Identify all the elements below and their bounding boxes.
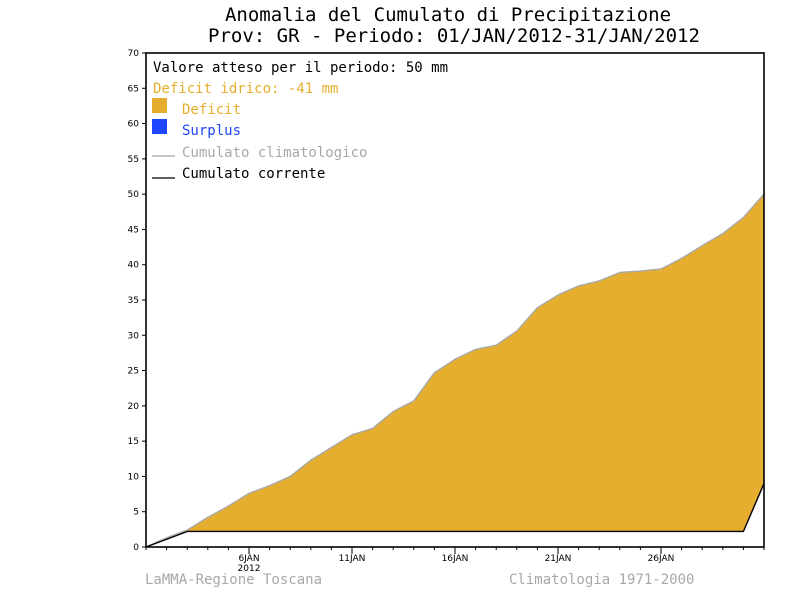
y-tick-label: 5 xyxy=(133,508,139,518)
y-tick-label: 65 xyxy=(128,84,139,94)
y-tick-label: 30 xyxy=(128,331,140,341)
y-tick-label: 15 xyxy=(128,437,139,447)
y-axis: 0 5 10 15 20 25 30 35 40 45 50 55 60 65 70 xyxy=(128,49,146,553)
deficit-area-layer xyxy=(146,194,764,547)
x-tick-label: 21JAN xyxy=(545,554,572,564)
y-tick-label: 55 xyxy=(128,155,139,165)
x-tick-label: 6JAN xyxy=(238,554,259,564)
series-lines-layer xyxy=(145,193,765,548)
y-tick-label: 35 xyxy=(128,296,139,306)
deficit-area xyxy=(146,194,764,547)
legend-current-label: Cumulato corrente xyxy=(182,166,325,182)
chart-subtitle: Prov: GR - Periodo: 01/JAN/2012-31/JAN/2… xyxy=(208,25,700,47)
y-tick-label: 25 xyxy=(128,367,139,377)
x-tick-year-label: 2012 xyxy=(238,564,261,574)
legend-deficit-swatch xyxy=(152,98,167,113)
climatological-cumulative-line xyxy=(145,193,765,548)
y-tick-label: 40 xyxy=(128,261,140,271)
y-tick-label: 0 xyxy=(133,543,139,553)
legend: Valore atteso per il periodo: 50 mm Defi… xyxy=(152,60,448,182)
footer-source: LaMMA-Regione Toscana xyxy=(145,572,322,588)
y-tick-label: 60 xyxy=(128,120,140,130)
legend-climatological-label: Cumulato climatologico xyxy=(182,145,367,161)
current-cumulative-line xyxy=(145,483,765,548)
x-tick-label: 26JAN xyxy=(648,554,675,564)
y-tick-label: 20 xyxy=(128,402,140,412)
legend-deficit-value: Deficit idrico: -41 mm xyxy=(153,81,338,97)
x-tick-label: 16JAN xyxy=(442,554,469,564)
legend-deficit-label: Deficit xyxy=(182,102,241,118)
y-tick-label: 70 xyxy=(128,49,140,59)
legend-surplus-label: Surplus xyxy=(182,123,241,139)
x-tick-label: 11JAN xyxy=(339,554,366,564)
y-tick-label: 10 xyxy=(128,472,140,482)
legend-expected-value: Valore atteso per il periodo: 50 mm xyxy=(153,60,448,76)
footer-climatology: Climatologia 1971-2000 xyxy=(509,572,694,588)
legend-surplus-swatch xyxy=(152,119,167,134)
y-tick-label: 50 xyxy=(128,190,140,200)
chart-title: Anomalia del Cumulato di Precipitazione xyxy=(225,4,671,26)
y-tick-label: 45 xyxy=(128,225,139,235)
